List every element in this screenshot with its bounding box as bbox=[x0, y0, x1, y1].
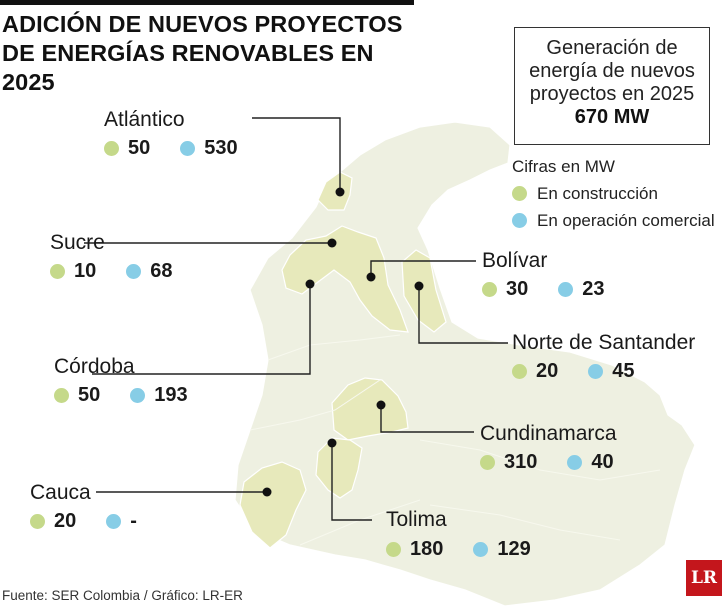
construction-dot-icon bbox=[482, 282, 497, 297]
source-credit: Fuente: SER Colombia / Gráfico: LR-ER bbox=[2, 588, 243, 603]
atlantico-operation: 530 bbox=[204, 137, 238, 159]
top-rule bbox=[0, 0, 414, 5]
sucre-bolivar-cordoba-region bbox=[281, 225, 409, 333]
marker-tolima bbox=[327, 438, 337, 448]
construction-dot-icon bbox=[512, 364, 527, 379]
marker-atlantico bbox=[335, 187, 345, 197]
operation-dot-icon bbox=[567, 455, 583, 470]
title-line-2: DE ENERGÍAS RENOVABLES EN 2025 bbox=[2, 40, 374, 95]
marker-cundinamarca bbox=[376, 400, 386, 410]
marker-norte-santander bbox=[414, 281, 424, 291]
construction-dot-icon bbox=[512, 186, 527, 201]
legend-operation: En operación comercial bbox=[512, 207, 715, 234]
dept-norte-santander-values: 20 45 bbox=[512, 360, 635, 383]
construction-dot-icon bbox=[104, 141, 119, 156]
dept-norte-santander-name: Norte de Santander bbox=[512, 331, 696, 354]
cundinamarca-region bbox=[331, 377, 409, 441]
dept-cundinamarca-values: 310 40 bbox=[480, 451, 614, 474]
operation-dot-icon bbox=[588, 364, 604, 379]
leader-lines bbox=[84, 117, 508, 521]
dept-cauca-values: 20 - bbox=[30, 510, 137, 533]
marker-cauca bbox=[262, 487, 272, 497]
summary-line-2: energía de nuevos bbox=[529, 60, 695, 82]
sucre-construction: 10 bbox=[74, 260, 97, 282]
norte-santander-operation: 45 bbox=[612, 360, 635, 382]
cordoba-operation: 193 bbox=[154, 384, 188, 406]
norte-santander-region bbox=[401, 249, 447, 333]
construction-dot-icon bbox=[50, 264, 65, 279]
operation-dot-icon bbox=[106, 514, 122, 529]
cundinamarca-construction: 310 bbox=[504, 451, 538, 473]
summary-line-1: Generación de bbox=[546, 37, 678, 59]
legend-operation-label: En operación comercial bbox=[537, 210, 715, 230]
tolima-construction: 180 bbox=[410, 538, 444, 560]
operation-dot-icon bbox=[126, 264, 142, 279]
norte-santander-construction: 20 bbox=[536, 360, 559, 382]
dept-sucre-values: 10 68 bbox=[50, 260, 173, 283]
summary-total: 670 MW bbox=[574, 106, 650, 128]
operation-dot-icon bbox=[130, 388, 146, 403]
page-title: ADICIÓN DE NUEVOS PROYECTOS DE ENERGÍAS … bbox=[2, 10, 422, 97]
dept-atlantico-name: Atlántico bbox=[104, 108, 185, 131]
dept-tolima-name: Tolima bbox=[386, 508, 447, 531]
dept-cordoba-name: Córdoba bbox=[54, 355, 135, 378]
summary-line-3: proyectos en 2025 bbox=[529, 83, 695, 105]
bolivar-operation: 23 bbox=[582, 278, 605, 300]
marker-cordoba bbox=[305, 279, 315, 289]
dept-sucre-name: Sucre bbox=[50, 231, 105, 254]
lr-logo-icon: LR bbox=[686, 560, 722, 596]
construction-dot-icon bbox=[54, 388, 69, 403]
dept-cundinamarca-name: Cundinamarca bbox=[480, 422, 617, 445]
cauca-construction: 20 bbox=[54, 510, 77, 532]
tolima-region bbox=[315, 437, 363, 499]
legend-construction: En construcción bbox=[512, 180, 715, 207]
legend-construction-label: En construcción bbox=[537, 183, 658, 203]
bolivar-construction: 30 bbox=[506, 278, 529, 300]
construction-dot-icon bbox=[386, 542, 401, 557]
operation-dot-icon bbox=[512, 213, 527, 228]
sucre-operation: 68 bbox=[150, 260, 173, 282]
title-line-1: ADICIÓN DE NUEVOS PROYECTOS bbox=[2, 11, 403, 37]
dept-cauca-name: Cauca bbox=[30, 481, 91, 504]
cordoba-construction: 50 bbox=[78, 384, 101, 406]
marker-sucre bbox=[327, 238, 337, 248]
operation-dot-icon bbox=[473, 542, 489, 557]
dept-cordoba-values: 50 193 bbox=[54, 384, 188, 407]
dept-atlantico-values: 50 530 bbox=[104, 137, 238, 160]
location-markers bbox=[262, 187, 424, 497]
cauca-region bbox=[239, 461, 307, 549]
cauca-operation: - bbox=[130, 510, 137, 532]
construction-dot-icon bbox=[30, 514, 45, 529]
atlantico-construction: 50 bbox=[128, 137, 151, 159]
legend: Cifras en MW En construcción En operació… bbox=[512, 153, 715, 234]
legend-heading: Cifras en MW bbox=[512, 156, 615, 176]
construction-dot-icon bbox=[480, 455, 495, 470]
dept-bolivar-values: 30 23 bbox=[482, 278, 605, 301]
operation-dot-icon bbox=[558, 282, 574, 297]
cundinamarca-operation: 40 bbox=[591, 451, 614, 473]
operation-dot-icon bbox=[180, 141, 196, 156]
dept-bolivar-name: Bolívar bbox=[482, 249, 548, 272]
marker-bolivar bbox=[366, 272, 376, 282]
summary-box: Generación de energía de nuevos proyecto… bbox=[514, 27, 710, 145]
dept-tolima-values: 180 129 bbox=[386, 538, 531, 561]
tolima-operation: 129 bbox=[497, 538, 531, 560]
atlantico-region bbox=[317, 171, 353, 211]
